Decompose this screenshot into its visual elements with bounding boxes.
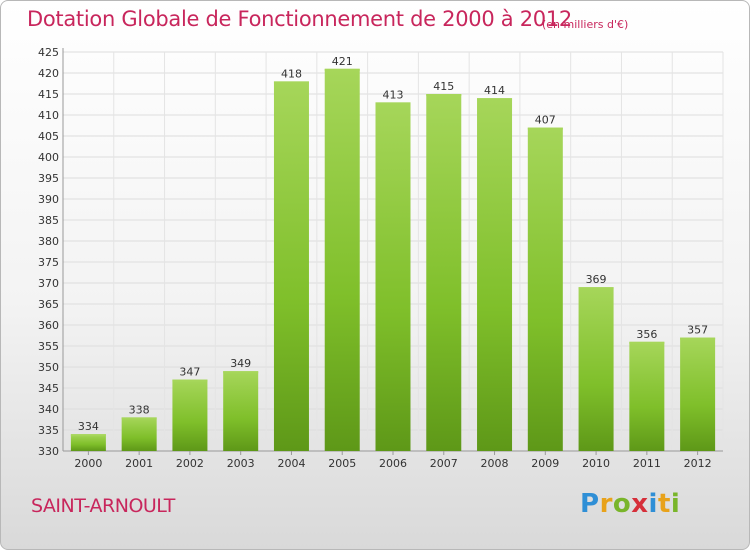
bar-top-highlight <box>223 371 259 374</box>
bar-top-highlight <box>426 94 462 96</box>
x-tick-label: 2002 <box>176 457 204 470</box>
place-name: SAINT-ARNOULT <box>31 495 175 517</box>
logo-letter: o <box>612 489 632 519</box>
bar-top-highlight <box>629 341 665 344</box>
proxiti-logo: Proxiti <box>580 489 680 519</box>
unit-note: (en milliers d'€) <box>542 18 629 31</box>
bar-top-highlight <box>680 337 716 340</box>
y-tick-label: 390 <box>38 193 59 206</box>
x-tick-label: 2009 <box>531 457 559 470</box>
y-tick-label: 385 <box>38 214 59 227</box>
y-tick-label: 405 <box>38 130 59 143</box>
x-tick-label: 2010 <box>582 457 610 470</box>
x-tick-label: 2011 <box>633 457 661 470</box>
logo-letter: t <box>657 489 671 519</box>
data-label: 357 <box>687 324 708 337</box>
data-label: 347 <box>179 366 200 379</box>
bar <box>223 371 259 451</box>
y-tick-label: 355 <box>38 340 59 353</box>
bar-top-highlight <box>375 102 411 105</box>
data-label: 415 <box>433 80 454 93</box>
y-tick-label: 350 <box>38 361 59 374</box>
y-tick-label: 365 <box>38 298 59 311</box>
logo-letter: i <box>648 489 658 519</box>
bar-top-highlight <box>121 417 157 420</box>
data-label: 349 <box>230 357 251 370</box>
bar <box>273 81 309 452</box>
logo-letter: P <box>580 489 600 519</box>
logo-letter: r <box>599 489 613 519</box>
bar <box>578 287 614 451</box>
bar-top-highlight <box>273 81 309 84</box>
data-label: 421 <box>332 55 353 68</box>
data-label: 338 <box>129 403 150 416</box>
bar <box>375 102 411 452</box>
data-label: 369 <box>586 273 607 286</box>
bar-top-highlight <box>70 434 106 437</box>
x-tick-label: 2000 <box>74 457 102 470</box>
x-tick-label: 2003 <box>227 457 255 470</box>
x-tick-label: 2008 <box>481 457 509 470</box>
data-label: 407 <box>535 114 556 127</box>
y-tick-label: 420 <box>38 67 59 80</box>
y-tick-label: 395 <box>38 172 59 185</box>
bar <box>629 341 665 451</box>
bar <box>680 337 716 451</box>
data-label: 414 <box>484 84 505 97</box>
y-tick-label: 425 <box>38 46 59 59</box>
y-tick-label: 360 <box>38 319 59 332</box>
bar-top-highlight <box>324 68 360 71</box>
y-tick-label: 415 <box>38 88 59 101</box>
y-tick-label: 410 <box>38 109 59 122</box>
data-label: 413 <box>383 88 404 101</box>
y-tick-label: 345 <box>38 382 59 395</box>
chart-title: Dotation Globale de Fonctionnement de 20… <box>27 7 572 31</box>
x-tick-label: 2006 <box>379 457 407 470</box>
data-label: 418 <box>281 67 302 80</box>
logo-letter: i <box>670 489 681 519</box>
bar <box>324 68 360 452</box>
y-tick-label: 380 <box>38 235 59 248</box>
logo-letter: x <box>631 489 649 519</box>
y-tick-label: 400 <box>38 151 59 164</box>
x-tick-label: 2005 <box>328 457 356 470</box>
x-tick-label: 2001 <box>125 457 153 470</box>
bar <box>172 379 208 451</box>
bar <box>121 417 157 451</box>
bar-top-highlight <box>477 98 513 101</box>
data-label: 334 <box>78 420 99 433</box>
x-tick-label: 2004 <box>277 457 305 470</box>
y-tick-label: 340 <box>38 403 59 416</box>
bar <box>527 127 563 451</box>
bar-top-highlight <box>578 287 614 290</box>
data-label: 356 <box>636 328 657 341</box>
y-tick-label: 335 <box>38 424 59 437</box>
y-tick-label: 330 <box>38 445 59 458</box>
bar <box>477 98 513 451</box>
y-tick-label: 370 <box>38 277 59 290</box>
bar <box>426 94 462 451</box>
x-tick-label: 2012 <box>684 457 712 470</box>
bar <box>70 434 106 451</box>
y-tick-label: 375 <box>38 256 59 269</box>
x-tick-label: 2007 <box>430 457 458 470</box>
bar-top-highlight <box>527 127 563 130</box>
bar-top-highlight <box>172 379 208 382</box>
